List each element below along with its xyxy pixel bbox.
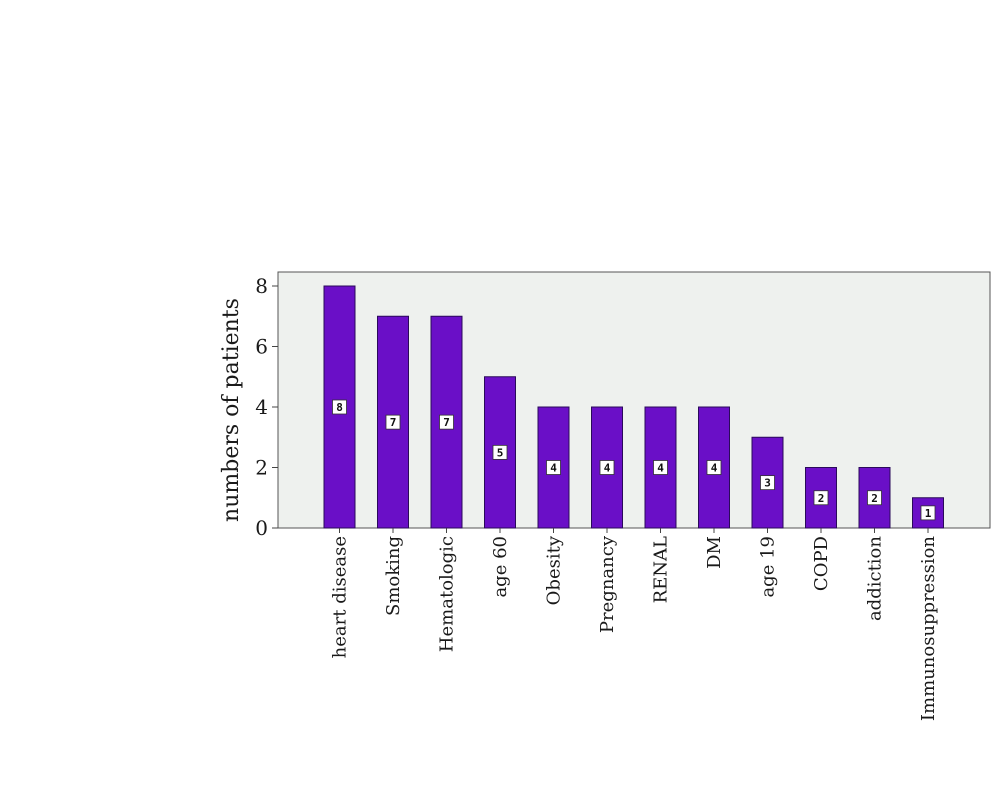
x-tick-label-9: COPD (811, 536, 832, 591)
x-tick-label-1: Smoking (383, 536, 404, 616)
x-tick-label-2: Hematologic (437, 536, 458, 652)
data-label-box-4 (546, 460, 561, 475)
bar-6 (644, 406, 677, 529)
y-axis-label: numbers of patients (219, 298, 244, 522)
data-label-box-8 (760, 475, 775, 491)
data-label-box-3 (492, 444, 508, 460)
x-axis: heart disease Smoking Hematologic age 60 Obe… (330, 528, 939, 721)
x-tick-label-7: DM (704, 536, 725, 569)
data-label-2: 7 (443, 416, 450, 429)
x-tick-label-3: age 60 (490, 536, 511, 598)
data-label-1: 7 (390, 416, 397, 429)
x-tick-label-4: Obesity (544, 535, 565, 605)
data-label-box-7 (706, 460, 722, 475)
data-label-3: 5 (497, 446, 504, 459)
data-label-box-6 (653, 460, 668, 475)
data-label-box-2 (439, 414, 454, 430)
data-label-9: 2 (818, 492, 825, 505)
x-tick-label-0: heart disease (330, 536, 351, 658)
data-label-4: 4 (550, 462, 557, 475)
x-tick-label-5: Pregnancy (597, 535, 618, 633)
data-label-5: 4 (604, 462, 611, 475)
y-tick-label-2: 4 (255, 395, 268, 419)
y-tick-label-4: 8 (255, 274, 268, 298)
bar-labels-group: 8 7 7 5 4 4 4 4 3 2 2 1 (332, 399, 936, 521)
data-label-box-10 (867, 490, 882, 506)
data-label-7: 4 (711, 462, 718, 475)
y-axis: 0 2 4 6 8 (255, 274, 278, 540)
data-label-box-11 (920, 505, 936, 521)
x-tick-label-8: age 19 (758, 536, 779, 598)
data-label-11: 1 (925, 507, 932, 520)
data-label-6: 4 (657, 462, 664, 475)
data-label-box-9 (813, 490, 829, 506)
y-tick-label-3: 6 (255, 335, 268, 359)
y-tick-label-0: 0 (255, 516, 268, 540)
data-label-0: 8 (336, 401, 343, 414)
data-label-10: 2 (871, 492, 878, 505)
data-label-8: 3 (764, 477, 771, 490)
y-tick-label-1: 2 (255, 456, 268, 480)
data-label-box-0 (332, 399, 347, 415)
data-label-box-5 (599, 460, 615, 475)
x-tick-label-11: Immunosuppression (918, 536, 939, 721)
x-tick-label-6: RENAL (651, 536, 672, 603)
data-label-box-1 (385, 414, 401, 430)
x-tick-label-10: addiction (865, 536, 886, 621)
